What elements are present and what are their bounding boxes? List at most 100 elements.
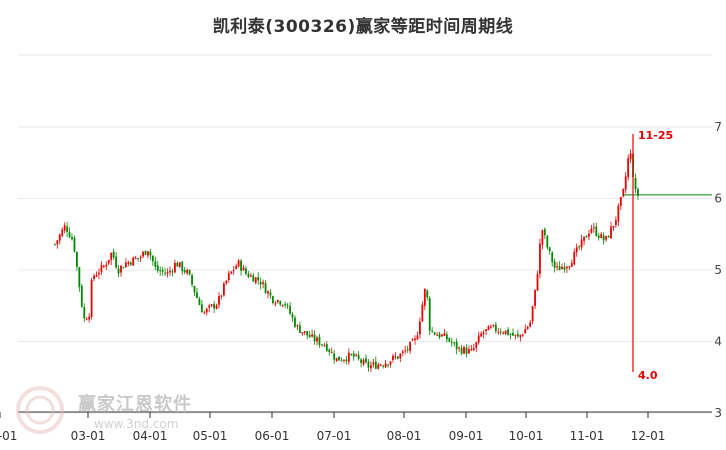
candle-body [122, 267, 125, 269]
candle-body [252, 275, 255, 282]
candle-body [200, 304, 203, 313]
candle-body [154, 261, 157, 267]
candle-body [232, 270, 235, 272]
candle-body [338, 356, 340, 361]
candle-body [100, 265, 103, 272]
candle-body [61, 229, 64, 236]
candle-body [125, 262, 127, 268]
candle-body [53, 244, 56, 246]
candle-body [58, 234, 61, 241]
x-tick-label: 08-01 [387, 429, 422, 443]
candle-body [352, 353, 355, 357]
candle-body [227, 273, 230, 281]
candle-body [387, 364, 389, 366]
candle-body [129, 262, 132, 265]
candle-body [151, 255, 154, 262]
candle-body [396, 356, 399, 359]
candle-body [597, 235, 600, 238]
overlay-layer: 11-25 4.0 [623, 129, 712, 382]
candle-body [279, 301, 282, 305]
candle-body [431, 330, 434, 332]
candle-body [460, 347, 463, 354]
candle-body [428, 297, 431, 331]
candle-body [499, 331, 502, 333]
candle-body [203, 312, 206, 314]
candle-body [208, 305, 211, 308]
candle-body [438, 333, 441, 338]
candle-body [345, 359, 348, 362]
candle-body [237, 260, 240, 267]
x-tick-label: 12-01 [631, 429, 666, 443]
candle-body [213, 303, 216, 309]
y-tick-label: 5 [714, 263, 722, 277]
candle-body [71, 237, 73, 240]
candle-body [115, 256, 118, 268]
y-tick-label: 6 [714, 192, 722, 206]
candle-body [541, 230, 544, 245]
candle-body [367, 361, 370, 368]
candle-body [539, 243, 541, 274]
candle-body [580, 239, 583, 248]
candle-body [536, 273, 539, 291]
candle-body [272, 296, 274, 304]
candle-body [223, 283, 225, 296]
candle-body [509, 334, 512, 336]
candle-body [615, 220, 617, 226]
candle-body [83, 307, 86, 319]
candle-body [191, 275, 193, 285]
candle-body [316, 337, 318, 342]
x-tick-label: 04-01 [133, 429, 168, 443]
candle-body [107, 259, 110, 264]
candle-body [281, 305, 284, 307]
candle-body [595, 226, 598, 236]
x-tick-label: 09-01 [449, 429, 484, 443]
candle-body [414, 338, 416, 341]
x-tick-label: 01-01 [0, 429, 17, 443]
candle-body [225, 280, 228, 284]
candle-body [406, 349, 409, 351]
candle-body [558, 266, 561, 271]
candle-body [149, 251, 152, 256]
candle-body [423, 288, 426, 306]
candle-body [470, 349, 473, 351]
candle-body [254, 277, 257, 283]
candle-body [56, 240, 59, 245]
candle-body [76, 251, 78, 267]
candle-body [205, 308, 208, 313]
candle-body [519, 334, 522, 338]
candle-body [95, 275, 98, 277]
candle-body [284, 304, 287, 306]
candle-body [561, 266, 563, 269]
watermark-url: www.3nd.com [94, 417, 179, 431]
candle-body [66, 226, 69, 233]
candle-body [590, 228, 593, 233]
candle-body [600, 233, 603, 238]
candle-body [93, 275, 95, 280]
candle-body [360, 359, 363, 363]
candle-body [357, 355, 360, 359]
candle-body [392, 355, 394, 361]
candle-body [311, 334, 314, 337]
candle-body [117, 268, 120, 274]
candle-body [174, 262, 176, 273]
candle-body [624, 176, 627, 190]
candle-body [240, 260, 242, 271]
candle-body [514, 334, 517, 336]
candle-body [132, 257, 135, 266]
candle-body [289, 306, 291, 314]
candle-body [102, 266, 105, 268]
candle-body [512, 332, 514, 336]
candle-body [198, 298, 201, 305]
candle-body [588, 233, 590, 237]
candle-body [426, 290, 429, 298]
candle-body [374, 361, 377, 369]
candle-body [181, 261, 184, 272]
candle-body [215, 305, 218, 309]
candle-body [472, 348, 475, 350]
candle-body [487, 326, 490, 331]
candle-body [220, 295, 223, 297]
y-tick-label: 3 [714, 406, 722, 420]
candle-body [490, 326, 492, 328]
candle-body [401, 351, 404, 353]
